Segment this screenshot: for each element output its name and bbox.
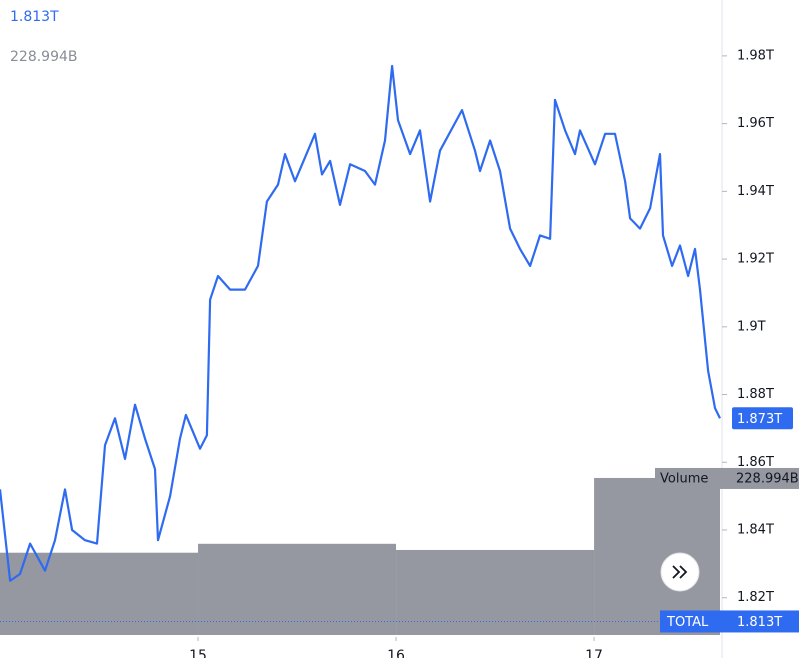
y-tick-label: 1.84T: [737, 523, 774, 538]
y-tick-label: 1.86T: [737, 455, 774, 470]
volume-bar: [594, 477, 720, 635]
y-tick-label: 1.94T: [737, 184, 774, 199]
header-total-value: 1.813T: [10, 9, 59, 25]
header-volume-value: 228.994B: [10, 49, 78, 65]
volume-label-box: [655, 467, 799, 489]
volume-label-name: Volume: [660, 471, 708, 486]
volume-bar: [198, 543, 397, 635]
scroll-button[interactable]: [660, 552, 700, 592]
volume-bar: [396, 549, 595, 635]
plot-area: [0, 64, 721, 635]
total-box: [660, 610, 799, 633]
x-tick-label: 15: [189, 648, 207, 658]
y-tick-label: 1.92T: [737, 252, 774, 267]
price-marker-label: 1.873T: [737, 412, 782, 427]
x-tick-label: 16: [387, 648, 405, 658]
price-line: [0, 64, 721, 582]
y-tick-label: 1.9T: [737, 319, 766, 334]
y-tick-label: 1.98T: [737, 48, 774, 63]
total-label: TOTAL: [666, 615, 709, 630]
x-tick-label: 17: [585, 648, 603, 658]
volume-label-value: 228.994B: [736, 471, 799, 486]
total-value: 1.813T: [737, 615, 782, 630]
price-marker-box: [732, 407, 793, 430]
y-tick-label: 1.88T: [737, 387, 774, 402]
volume-bar: [0, 552, 199, 635]
scroll-button-icon[interactable]: [672, 565, 688, 579]
y-tick-label: 1.82T: [737, 590, 774, 605]
y-tick-label: 1.96T: [737, 116, 774, 131]
